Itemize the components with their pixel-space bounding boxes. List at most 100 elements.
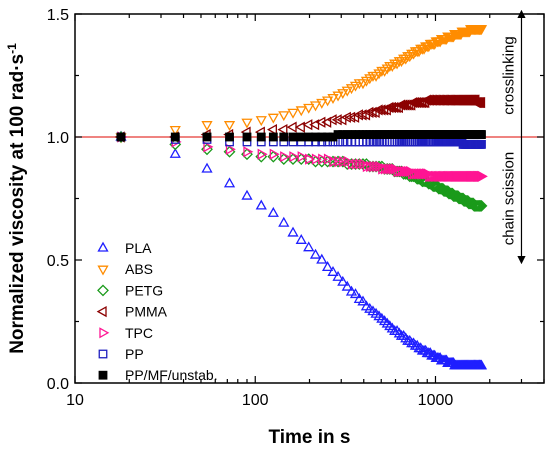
data-point	[341, 86, 353, 97]
data-point	[386, 163, 397, 175]
data-point	[243, 146, 254, 158]
data-point	[475, 25, 488, 36]
legend-item: PP	[98, 346, 144, 362]
legend-item: PP/MF/unstab.	[98, 367, 218, 383]
legend-item: ABS	[97, 261, 153, 277]
series-6	[116, 130, 486, 142]
legend-label: TPC	[125, 325, 153, 341]
legend-label: PP	[125, 346, 144, 362]
data-point	[257, 148, 268, 160]
data-point	[399, 99, 410, 111]
legend-label: PP/MF/unstab.	[125, 367, 218, 383]
data-point	[332, 91, 344, 102]
legend-label: PLA	[125, 240, 152, 256]
data-point	[412, 96, 423, 109]
legend-marker	[98, 370, 108, 380]
annotation-label: chain scission	[500, 152, 517, 245]
data-point	[278, 216, 290, 227]
data-point	[267, 124, 277, 136]
data-point	[309, 248, 322, 259]
data-point	[267, 113, 279, 124]
data-point	[321, 116, 332, 128]
data-point	[349, 288, 362, 299]
data-point	[391, 325, 403, 335]
data-point	[297, 151, 308, 163]
data-point	[255, 116, 267, 127]
data-point	[432, 182, 445, 195]
legend-marker	[97, 265, 109, 276]
data-point	[294, 121, 305, 133]
data-point	[305, 153, 316, 165]
y-axis-title: Normalized viscosity at 100 rad·s-1	[5, 43, 28, 354]
x-axis-title: Time in s	[268, 427, 350, 448]
data-point	[321, 261, 334, 272]
data-point	[309, 101, 322, 112]
data-point	[318, 153, 329, 165]
data-point	[286, 121, 297, 133]
data-point	[223, 177, 236, 188]
data-point	[327, 265, 339, 276]
series-layer	[114, 25, 488, 370]
legend-label: PMMA	[125, 304, 168, 320]
data-point	[277, 124, 288, 136]
data-point	[296, 132, 306, 142]
data-point	[477, 170, 488, 182]
series-4	[117, 131, 488, 182]
data-point	[337, 275, 349, 286]
data-point	[356, 109, 367, 121]
data-point	[331, 114, 342, 126]
data-point	[338, 137, 348, 147]
data-point	[372, 160, 383, 173]
y-axis: 0.0 0.5 1.0 1.5	[47, 7, 544, 393]
data-point	[309, 119, 320, 131]
data-point	[357, 295, 369, 306]
data-point	[287, 108, 299, 119]
data-point	[323, 153, 334, 165]
y-tick-label: 0.0	[47, 376, 69, 393]
data-point	[326, 114, 337, 126]
data-point	[375, 160, 386, 173]
data-point	[380, 163, 391, 175]
legend-marker	[99, 327, 110, 339]
annotation-group: crosslinking chain scission	[500, 9, 526, 265]
data-point	[388, 101, 399, 114]
data-point	[393, 327, 405, 338]
data-point	[475, 359, 488, 370]
data-point	[327, 93, 339, 104]
data-point	[242, 132, 252, 142]
data-point	[288, 132, 298, 142]
y-tick-label: 0.5	[47, 253, 69, 270]
data-point	[303, 103, 315, 114]
data-point	[268, 132, 278, 142]
y-tick-label: 1.0	[47, 130, 69, 147]
data-point	[223, 121, 236, 132]
data-point	[287, 226, 299, 237]
data-point	[391, 59, 403, 70]
data-point	[388, 163, 399, 175]
data-point	[241, 118, 253, 129]
data-point	[475, 199, 488, 212]
legend-label: PETG	[125, 282, 163, 298]
data-point	[341, 280, 353, 291]
legend-item: PMMA	[96, 304, 168, 320]
data-point	[366, 160, 377, 173]
data-point	[269, 148, 280, 160]
legend-item: PLA	[97, 240, 152, 256]
x-axis: 10 100 1000	[66, 14, 545, 409]
data-point	[427, 180, 440, 193]
series-3	[114, 94, 486, 143]
data-point	[418, 168, 429, 180]
legend-label: ABS	[125, 261, 153, 277]
data-point	[382, 137, 392, 147]
data-point	[337, 89, 349, 100]
data-point	[225, 143, 236, 155]
data-point	[303, 241, 315, 252]
data-point	[202, 132, 212, 142]
data-point	[414, 96, 425, 109]
data-point	[378, 163, 389, 175]
data-point	[316, 98, 328, 109]
data-point	[225, 132, 234, 142]
data-point	[321, 96, 334, 107]
data-point	[475, 96, 486, 109]
